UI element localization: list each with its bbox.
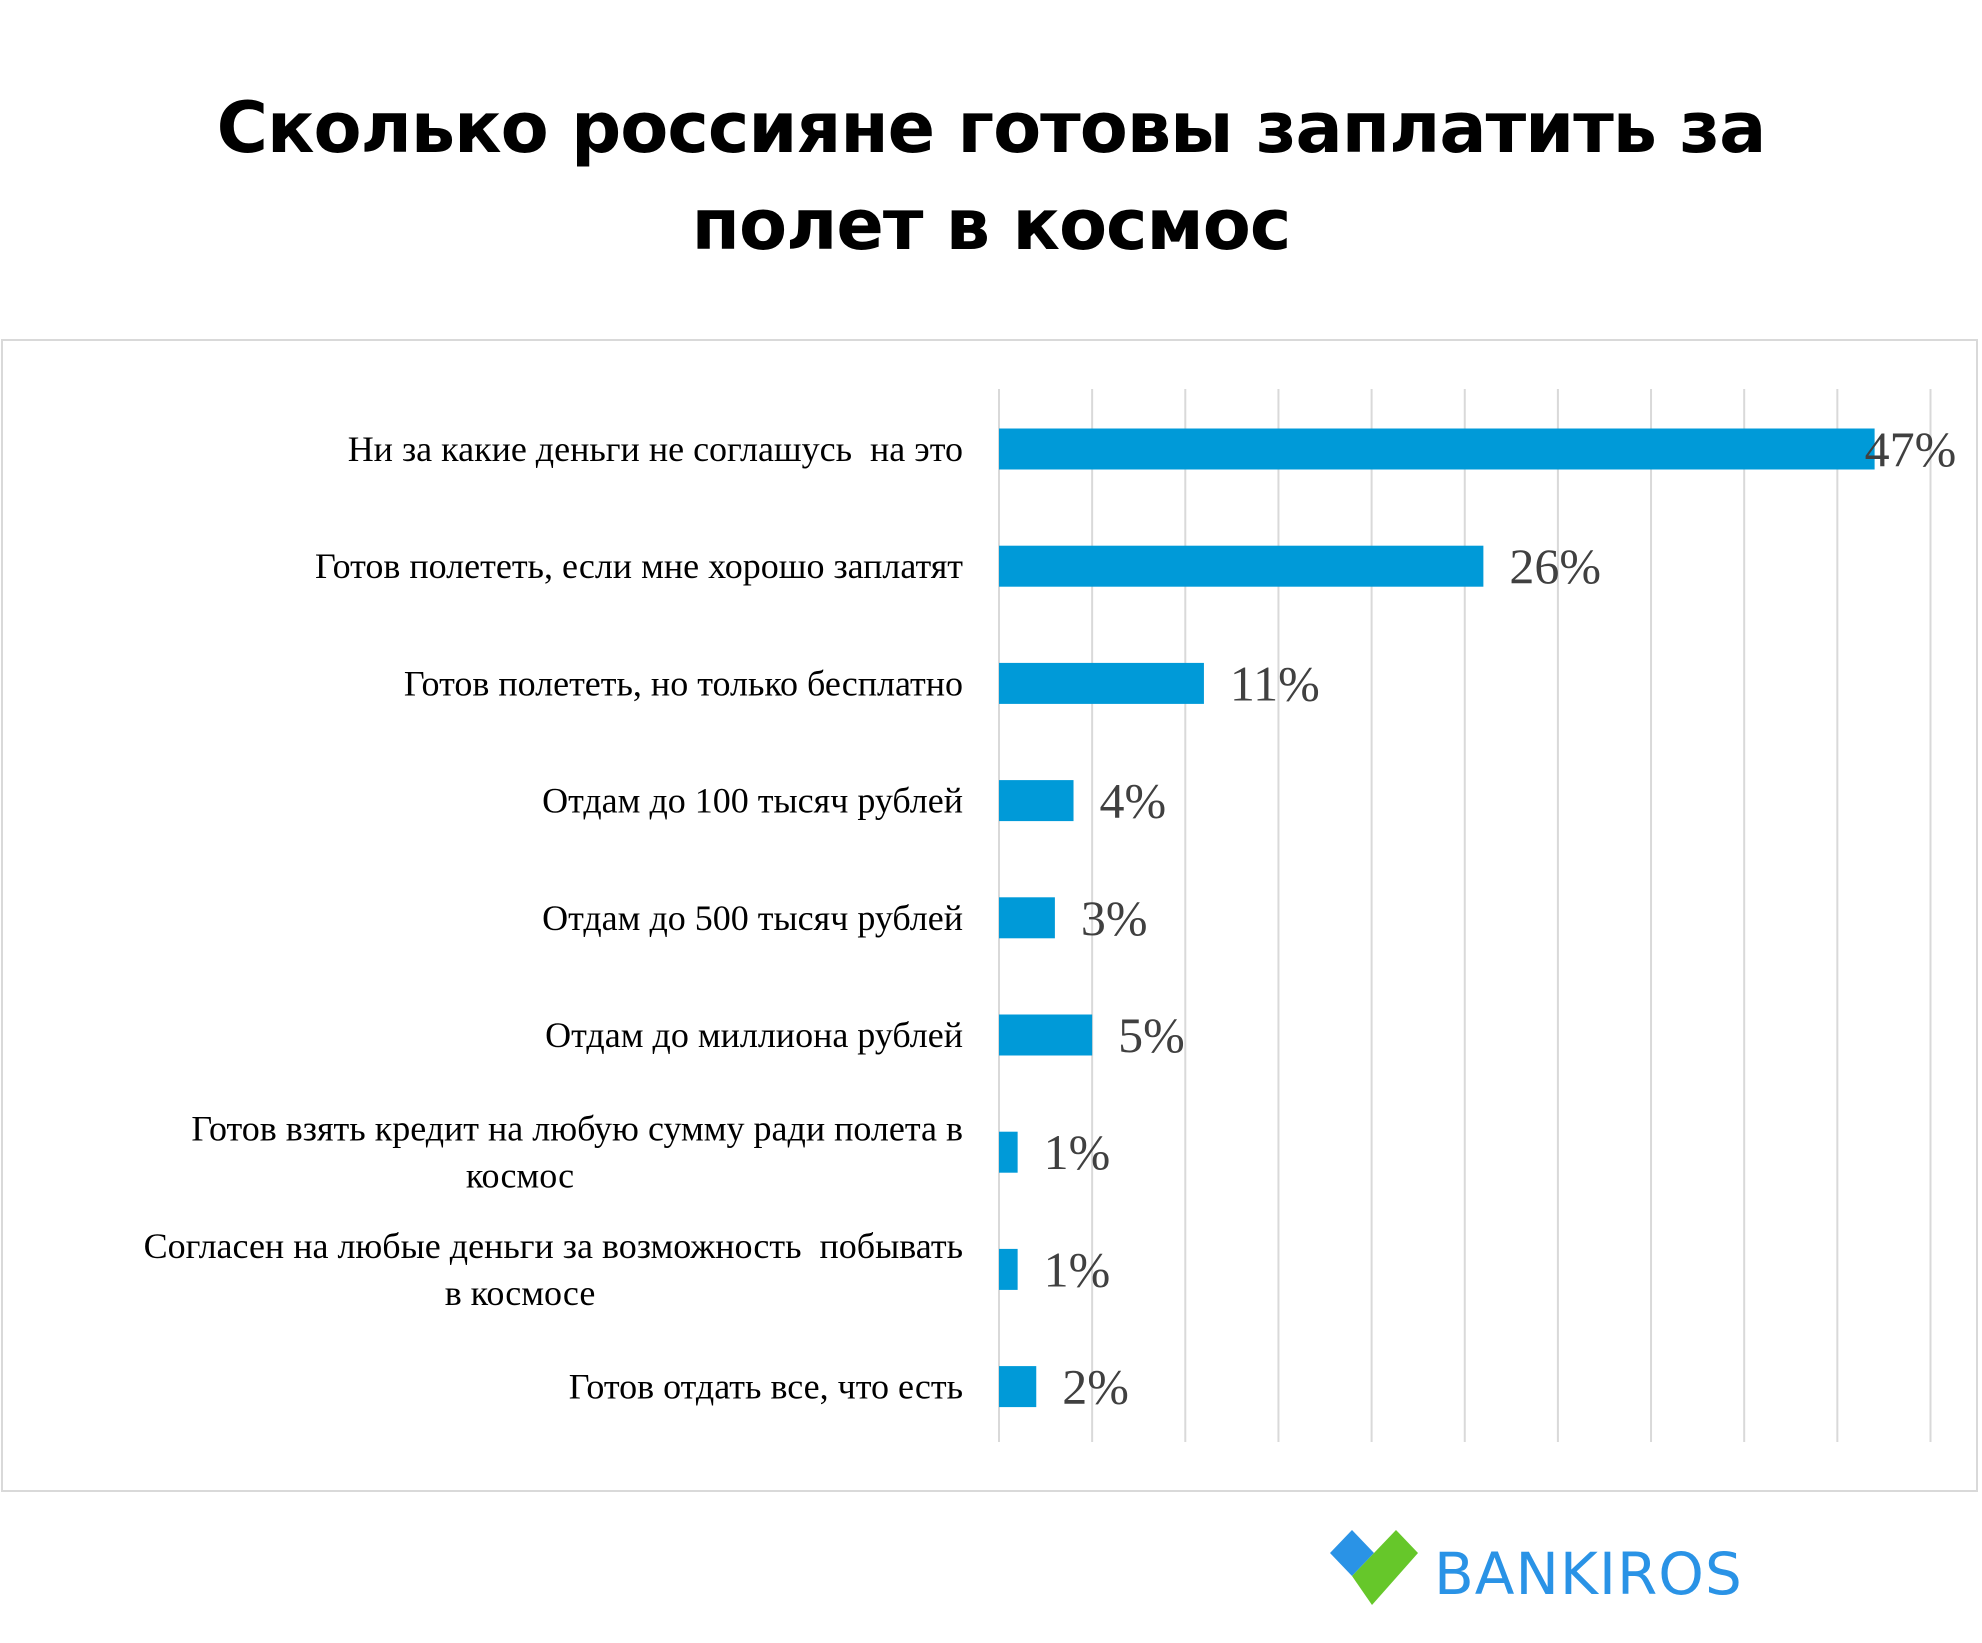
bar (999, 1014, 1093, 1056)
category-label: в космосе (445, 1273, 596, 1313)
bar (999, 1131, 1018, 1173)
category-label: Согласен на любые деньги за возможность … (144, 1226, 963, 1266)
bankiros-logo-icon (1330, 1530, 1418, 1605)
data-label: 47% (1865, 421, 1957, 477)
category-label: Готов взять кредит на любую сумму ради п… (191, 1109, 963, 1149)
chart-title: Сколько россияне готовы заплатить за пол… (0, 80, 1982, 274)
data-label: 4% (1100, 773, 1167, 829)
data-label: 3% (1081, 890, 1148, 946)
bar (999, 1366, 1037, 1408)
bar (999, 545, 1484, 587)
category-label: Ни за какие деньги не соглашусь на это (348, 429, 963, 469)
bar (999, 662, 1204, 704)
category-label: Готов полететь, но только бесплатно (404, 663, 963, 703)
data-label: 26% (1509, 538, 1601, 594)
bar (999, 897, 1055, 939)
data-label: 1% (1044, 1124, 1111, 1180)
bar (999, 428, 1875, 470)
category-label: Отдам до миллиона рублей (545, 1015, 963, 1055)
bar (999, 780, 1074, 822)
category-label: Готов полететь, если мне хорошо заплатят (315, 546, 963, 586)
data-label: 5% (1118, 1007, 1185, 1063)
data-label: 11% (1230, 655, 1320, 711)
bankiros-logo-text: BANKIROS (1434, 1540, 1743, 1608)
category-label: Отдам до 100 тысяч рублей (542, 781, 963, 821)
category-label: космос (466, 1156, 574, 1196)
title-line-1: Сколько россияне готовы заплатить за (216, 87, 1767, 169)
chart-frame (1, 339, 1978, 1492)
data-label: 2% (1062, 1359, 1129, 1415)
bar (999, 1248, 1018, 1290)
category-label: Готов отдать все, что есть (569, 1367, 963, 1407)
data-label: 1% (1044, 1241, 1111, 1297)
title-line-2: полет в космос (691, 184, 1292, 266)
category-label: Отдам до 500 тысяч рублей (542, 898, 963, 938)
